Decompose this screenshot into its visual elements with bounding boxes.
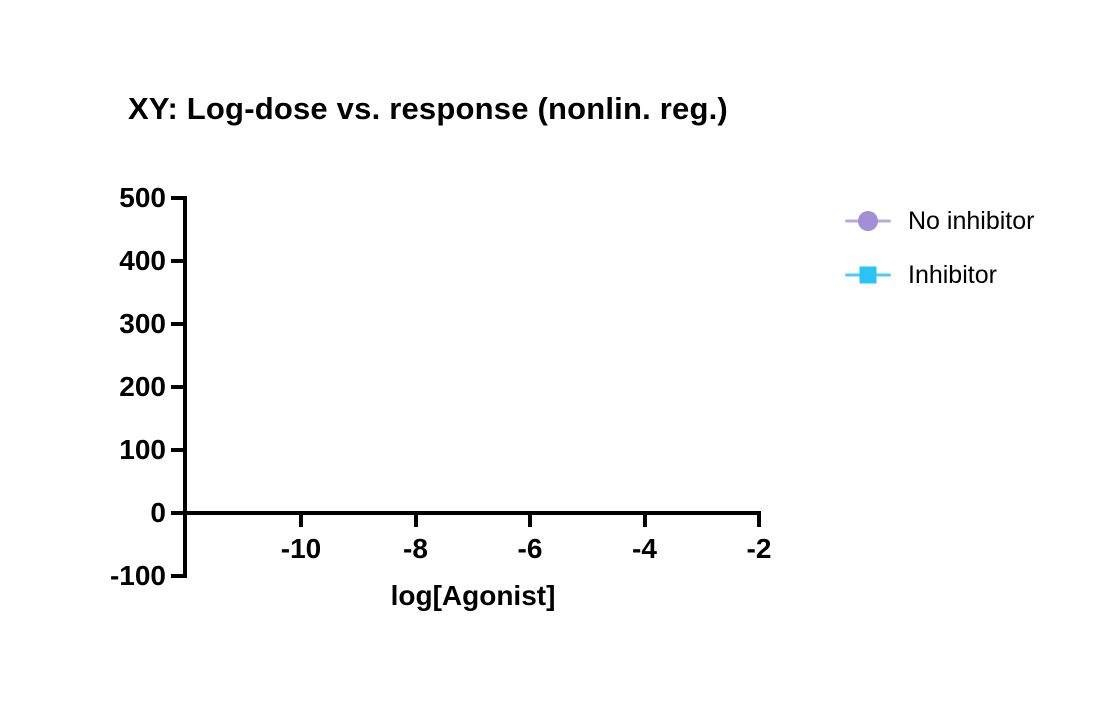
y-tick-mark: [171, 511, 183, 515]
x-tick-label: -4: [632, 533, 657, 564]
y-tick-mark: [171, 448, 183, 452]
y-tick-mark: [171, 322, 183, 326]
x-tick-mark: [757, 515, 761, 527]
y-tick-label: 0: [150, 497, 166, 528]
y-tick-mark: [171, 574, 183, 578]
y-tick-label: 200: [119, 371, 166, 402]
x-tick-label: -8: [403, 533, 428, 564]
x-tick-mark: [528, 515, 532, 527]
inhibitor-square-swatch: [859, 266, 877, 284]
x-tick-label: -2: [746, 533, 772, 564]
legend-item-no-inhibitor: No inhibitor: [845, 201, 1034, 241]
y-tick-label: 500: [119, 182, 166, 213]
y-tick-mark: [171, 259, 183, 263]
y-tick-mark: [171, 196, 183, 200]
y-tick-label: 300: [119, 308, 166, 339]
x-tick-mark: [299, 515, 303, 527]
inhibitor-square-marker-icon: [845, 263, 891, 287]
x-tick-label: -6: [517, 533, 543, 564]
y-tick-label: -100: [109, 560, 166, 591]
legend-label-no-inhibitor: No inhibitor: [908, 206, 1035, 235]
y-axis-line: [183, 196, 187, 578]
x-tick-mark: [413, 515, 418, 527]
x-axis-title: log[Agonist]: [390, 580, 556, 611]
legend-label-inhibitor: Inhibitor: [908, 260, 997, 289]
y-tick-label: 100: [119, 434, 166, 465]
legend-item-inhibitor: Inhibitor: [845, 255, 997, 295]
x-tick-mark: [642, 515, 647, 527]
x-axis-line: [183, 511, 761, 515]
y-tick-mark: [171, 385, 183, 389]
x-tick-label: -10: [280, 533, 322, 564]
chart-title: XY: Log-dose vs. response (nonlin. reg.): [128, 91, 728, 126]
no-inhibitor-circle-swatch: [858, 211, 878, 231]
no-inhibitor-circle-marker-icon: [845, 209, 891, 233]
y-tick-label: 400: [119, 245, 166, 276]
